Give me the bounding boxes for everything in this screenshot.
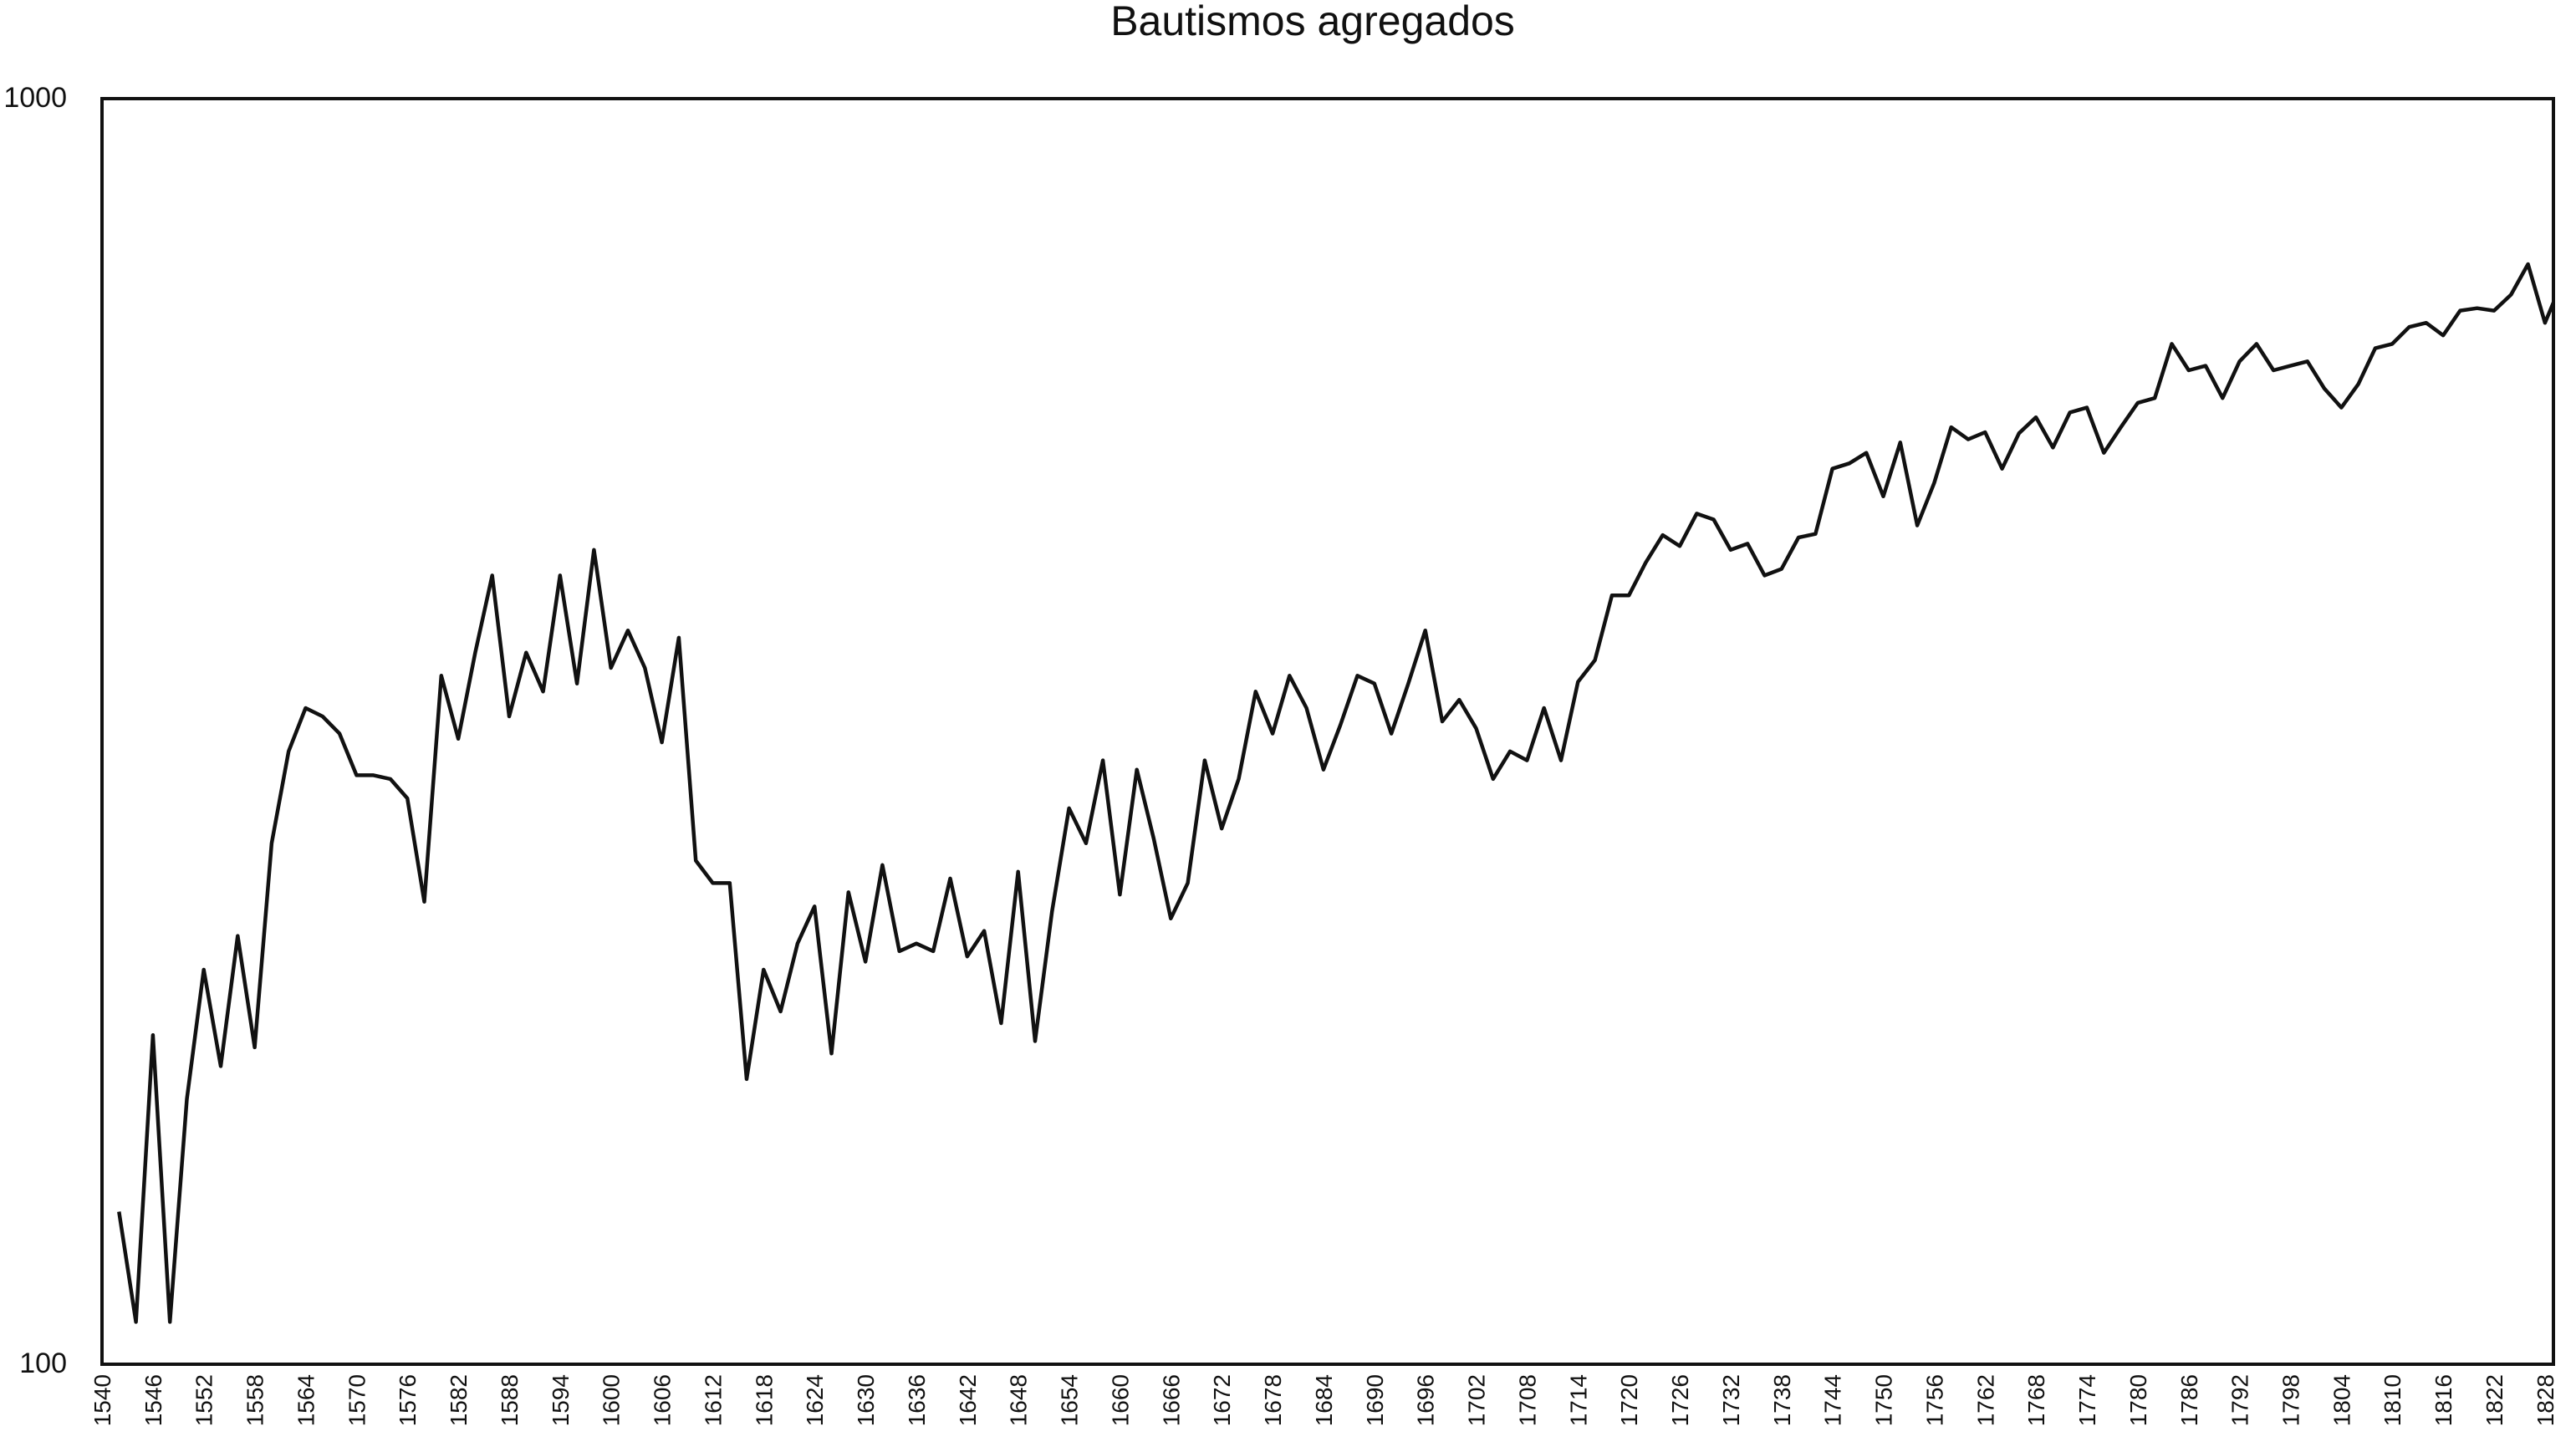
x-tick-label: 1720: [1616, 1374, 1642, 1426]
chart-title: Bautismos agregados: [1110, 0, 1515, 44]
x-tick-label: 1660: [1107, 1374, 1133, 1426]
x-tick-label: 1636: [904, 1374, 930, 1426]
x-tick-label: 1762: [1972, 1374, 1998, 1426]
x-tick-label: 1750: [1871, 1374, 1897, 1426]
x-tick-label: 1678: [1260, 1374, 1286, 1426]
x-tick-label: 1642: [955, 1374, 981, 1426]
x-tick-label: 1576: [395, 1374, 421, 1426]
x-tick-label: 1552: [191, 1374, 217, 1426]
x-tick-label: 1774: [2074, 1374, 2100, 1426]
x-tick-label: 1786: [2176, 1374, 2202, 1426]
x-tick-label: 1594: [548, 1374, 574, 1426]
x-tick-label: 1696: [1413, 1374, 1439, 1426]
x-tick-label: 1570: [344, 1374, 370, 1426]
x-tick-label: 1654: [1057, 1374, 1083, 1426]
x-tick-label: 1624: [802, 1374, 828, 1426]
series-group: [117, 262, 2556, 1324]
x-tick-label: 1768: [2023, 1374, 2049, 1426]
x-tick-label: 1630: [853, 1374, 879, 1426]
x-axis-tick-labels: 1540 1546 1552 1558 1564 1570 1576 1582 1588 1594…: [89, 1374, 2558, 1426]
x-tick-label: 1672: [1209, 1374, 1235, 1426]
x-tick-label: 1582: [446, 1374, 472, 1426]
x-tick-label: 1816: [2431, 1374, 2456, 1426]
x-tick-label: 1726: [1667, 1374, 1693, 1426]
x-tick-label: 1798: [2278, 1374, 2303, 1426]
y-tick-label-1000: 1000: [3, 82, 67, 114]
y-tick-label-100: 100: [19, 1348, 67, 1379]
x-tick-label: 1684: [1311, 1374, 1337, 1426]
x-tick-label: 1804: [2329, 1374, 2354, 1426]
x-tick-label: 1708: [1514, 1374, 1540, 1426]
x-tick-label: 1714: [1565, 1374, 1591, 1426]
x-tick-label: 1810: [2380, 1374, 2405, 1426]
x-tick-label: 1606: [650, 1374, 676, 1426]
x-tick-label: 1618: [751, 1374, 777, 1426]
x-tick-label: 1822: [2482, 1374, 2507, 1426]
x-tick-label: 1756: [1921, 1374, 1947, 1426]
x-tick-label: 1666: [1158, 1374, 1184, 1426]
x-tick-label: 1732: [1718, 1374, 1744, 1426]
x-tick-label: 1564: [293, 1374, 319, 1426]
series-line: [117, 262, 2556, 1324]
x-tick-label: 1588: [497, 1374, 523, 1426]
x-tick-label: 1600: [599, 1374, 625, 1426]
plot-frame: [100, 97, 2555, 1366]
x-tick-label: 1648: [1006, 1374, 1032, 1426]
x-tick-label: 1690: [1362, 1374, 1388, 1426]
x-tick-label: 1738: [1769, 1374, 1795, 1426]
x-tick-label: 1558: [242, 1374, 268, 1426]
x-tick-label: 1792: [2227, 1374, 2253, 1426]
x-tick-label: 1744: [1820, 1374, 1846, 1426]
x-tick-label: 1612: [700, 1374, 726, 1426]
x-tick-label: 1828: [2533, 1374, 2558, 1426]
x-tick-label: 1702: [1464, 1374, 1490, 1426]
x-tick-label: 1540: [89, 1374, 115, 1426]
x-tick-label: 1546: [140, 1374, 166, 1426]
x-tick-label: 1780: [2125, 1374, 2151, 1426]
